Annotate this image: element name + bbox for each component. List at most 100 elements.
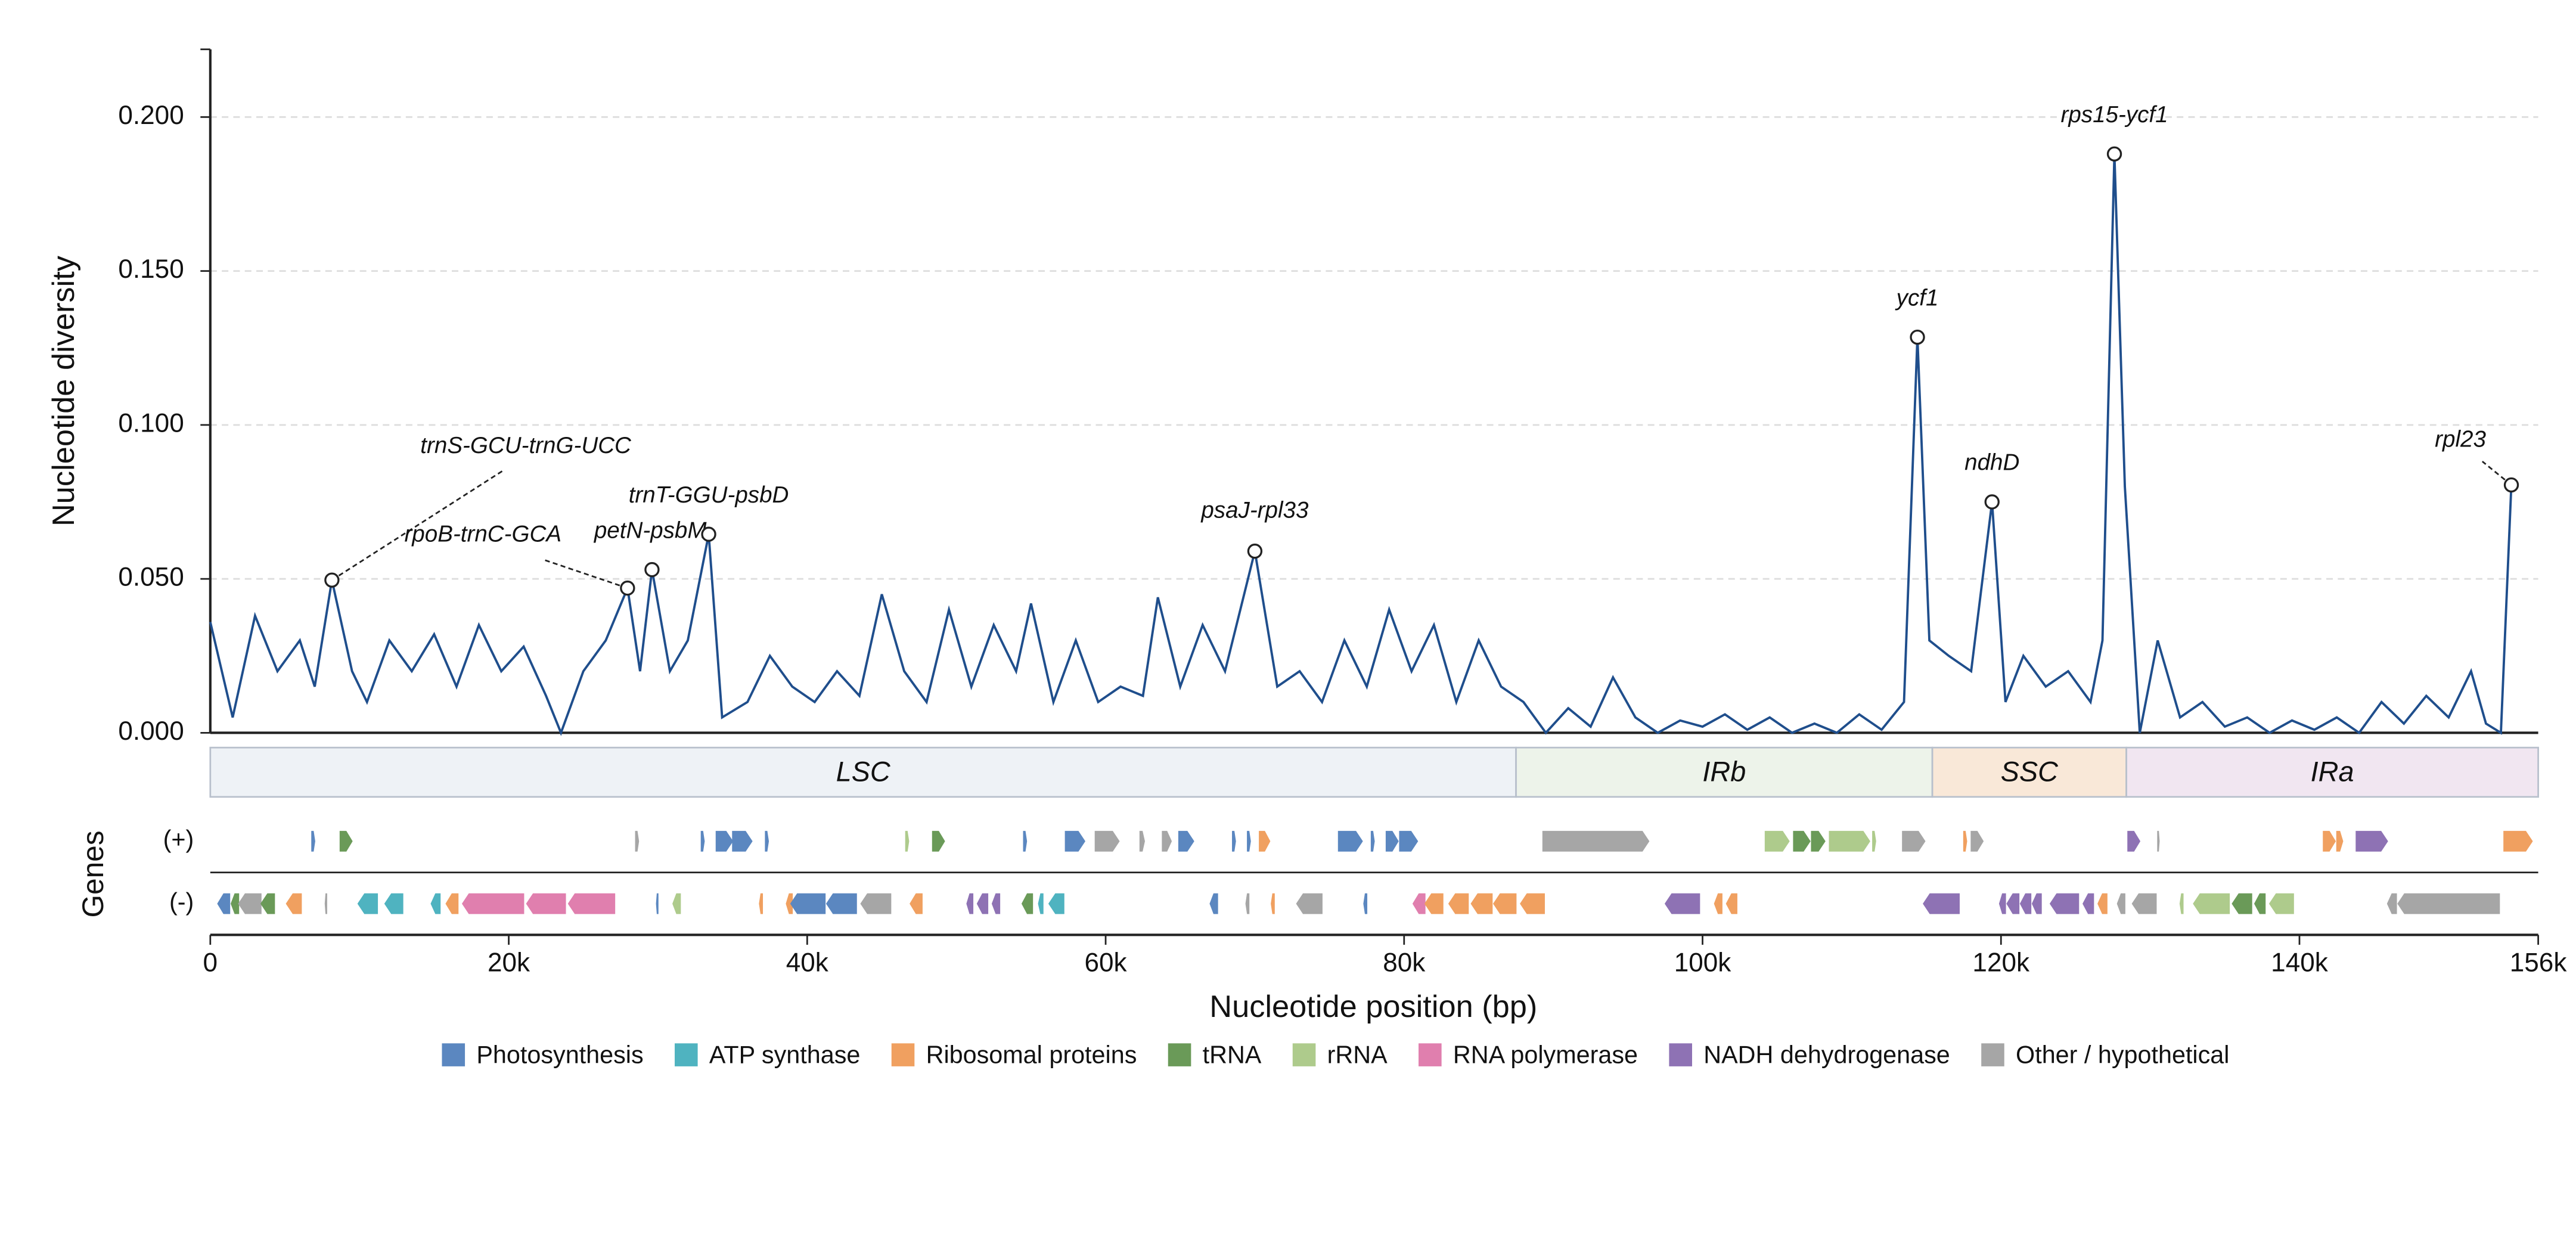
peak-label: rpl23 (2435, 426, 2486, 452)
legend-label: Ribosomal proteins (926, 1041, 1137, 1068)
gene (759, 893, 764, 914)
legend-label: ATP synthase (709, 1041, 860, 1068)
gene (1038, 893, 1044, 914)
gene (910, 893, 923, 914)
gene (2336, 830, 2344, 852)
gene (1337, 830, 1363, 852)
x-tick-label: 60k (1084, 948, 1127, 978)
gene (905, 830, 910, 852)
gene (2386, 893, 2397, 914)
gene (430, 893, 441, 914)
gene (1424, 893, 1444, 914)
peak-label: ycf1 (1895, 285, 1939, 311)
peak-label: trnT-GGU-psbD (629, 482, 789, 508)
gene (1296, 893, 1323, 914)
region-label: SSC (2001, 756, 2059, 787)
gene (1259, 830, 1271, 852)
gene (2232, 893, 2252, 914)
gene (1023, 830, 1028, 852)
gene (2179, 893, 2184, 914)
leader-line (545, 559, 628, 589)
peak-label: trnS-GCU-trnG-UCC (420, 433, 632, 458)
peak-marker (1247, 543, 1263, 559)
gene (1872, 830, 1876, 852)
peak-marker (644, 562, 660, 578)
gene (2268, 893, 2294, 914)
gene (966, 893, 974, 914)
gene (656, 893, 659, 914)
gene (991, 893, 1001, 914)
gene (2397, 893, 2500, 914)
track-label: (-) (169, 888, 194, 916)
gene (217, 893, 231, 914)
gene (311, 830, 315, 852)
track-label: (+) (163, 826, 194, 853)
gene (357, 893, 378, 914)
gene (1829, 830, 1870, 852)
gene (786, 893, 793, 914)
gene (860, 893, 892, 914)
y-tick-label: 0.200 (118, 101, 184, 130)
gene (672, 893, 681, 914)
gene (2116, 893, 2125, 914)
gene (238, 893, 262, 914)
gene (1139, 830, 1145, 852)
gene (384, 893, 404, 914)
gene (1370, 830, 1375, 852)
gene (932, 830, 945, 852)
y-axis-label: Nucleotide diversity (46, 255, 81, 526)
gene (2031, 893, 2042, 914)
gene (2019, 893, 2032, 914)
region-label: LSC (836, 756, 891, 787)
gene (2006, 893, 2020, 914)
legend-label: RNA polymerase (1453, 1041, 1638, 1068)
gene (567, 893, 616, 914)
x-tick-label: 100k (1674, 948, 1732, 978)
x-tick-label: 20k (488, 948, 530, 978)
gene (976, 893, 989, 914)
peak-marker (1910, 329, 1925, 345)
gene (1520, 893, 1545, 914)
x-tick-label: 140k (2271, 948, 2329, 978)
legend-swatch (1981, 1043, 2004, 1066)
legend-label: NADH dehydrogenase (1703, 1041, 1950, 1068)
gene (1902, 830, 1926, 852)
gene (1048, 893, 1064, 914)
gene (1162, 830, 1172, 852)
gene (1412, 893, 1426, 914)
gene (825, 893, 857, 914)
gene (1542, 830, 1650, 852)
legend-swatch (442, 1043, 465, 1066)
gene (1725, 893, 1737, 914)
region (2125, 746, 2539, 798)
gene (2323, 830, 2336, 852)
gene (635, 830, 640, 852)
peak-label: ndhD (1964, 450, 2019, 476)
peak-label: rpoB-trnC-GCA (404, 522, 561, 547)
gene (1470, 893, 1493, 914)
gene (1493, 893, 1517, 914)
diversity-line (209, 154, 2513, 736)
gene (461, 893, 524, 914)
gene (2131, 893, 2157, 914)
legend-swatch (1292, 1043, 1316, 1066)
gene (715, 830, 734, 852)
peak-label: psaJ-rpl33 (1200, 498, 1309, 523)
leader-line (331, 470, 503, 581)
gene (1998, 893, 2006, 914)
gene (1963, 830, 1967, 852)
gene (1245, 893, 1250, 914)
gene (2193, 893, 2230, 914)
peak-marker (701, 526, 716, 542)
gene (732, 830, 753, 852)
peak-marker (2503, 477, 2519, 493)
x-tick-label: 40k (786, 948, 829, 978)
legend-swatch (1168, 1043, 1191, 1066)
legend-swatch (891, 1043, 915, 1066)
gene (1399, 830, 1419, 852)
gene (1714, 893, 1722, 914)
gene (1021, 893, 1033, 914)
gene (1764, 830, 1790, 852)
genes-label: Genes (76, 830, 110, 917)
